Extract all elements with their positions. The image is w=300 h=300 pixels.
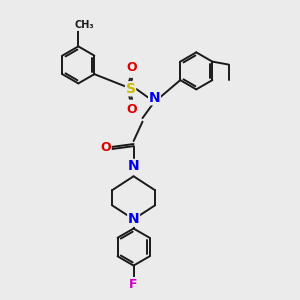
Text: O: O xyxy=(127,103,137,116)
Text: F: F xyxy=(129,278,138,291)
Text: S: S xyxy=(126,82,136,96)
Text: N: N xyxy=(128,159,140,173)
Text: N: N xyxy=(149,91,160,105)
Text: CH₃: CH₃ xyxy=(74,20,94,31)
Text: O: O xyxy=(127,61,137,74)
Text: O: O xyxy=(100,140,111,154)
Text: N: N xyxy=(128,212,140,226)
